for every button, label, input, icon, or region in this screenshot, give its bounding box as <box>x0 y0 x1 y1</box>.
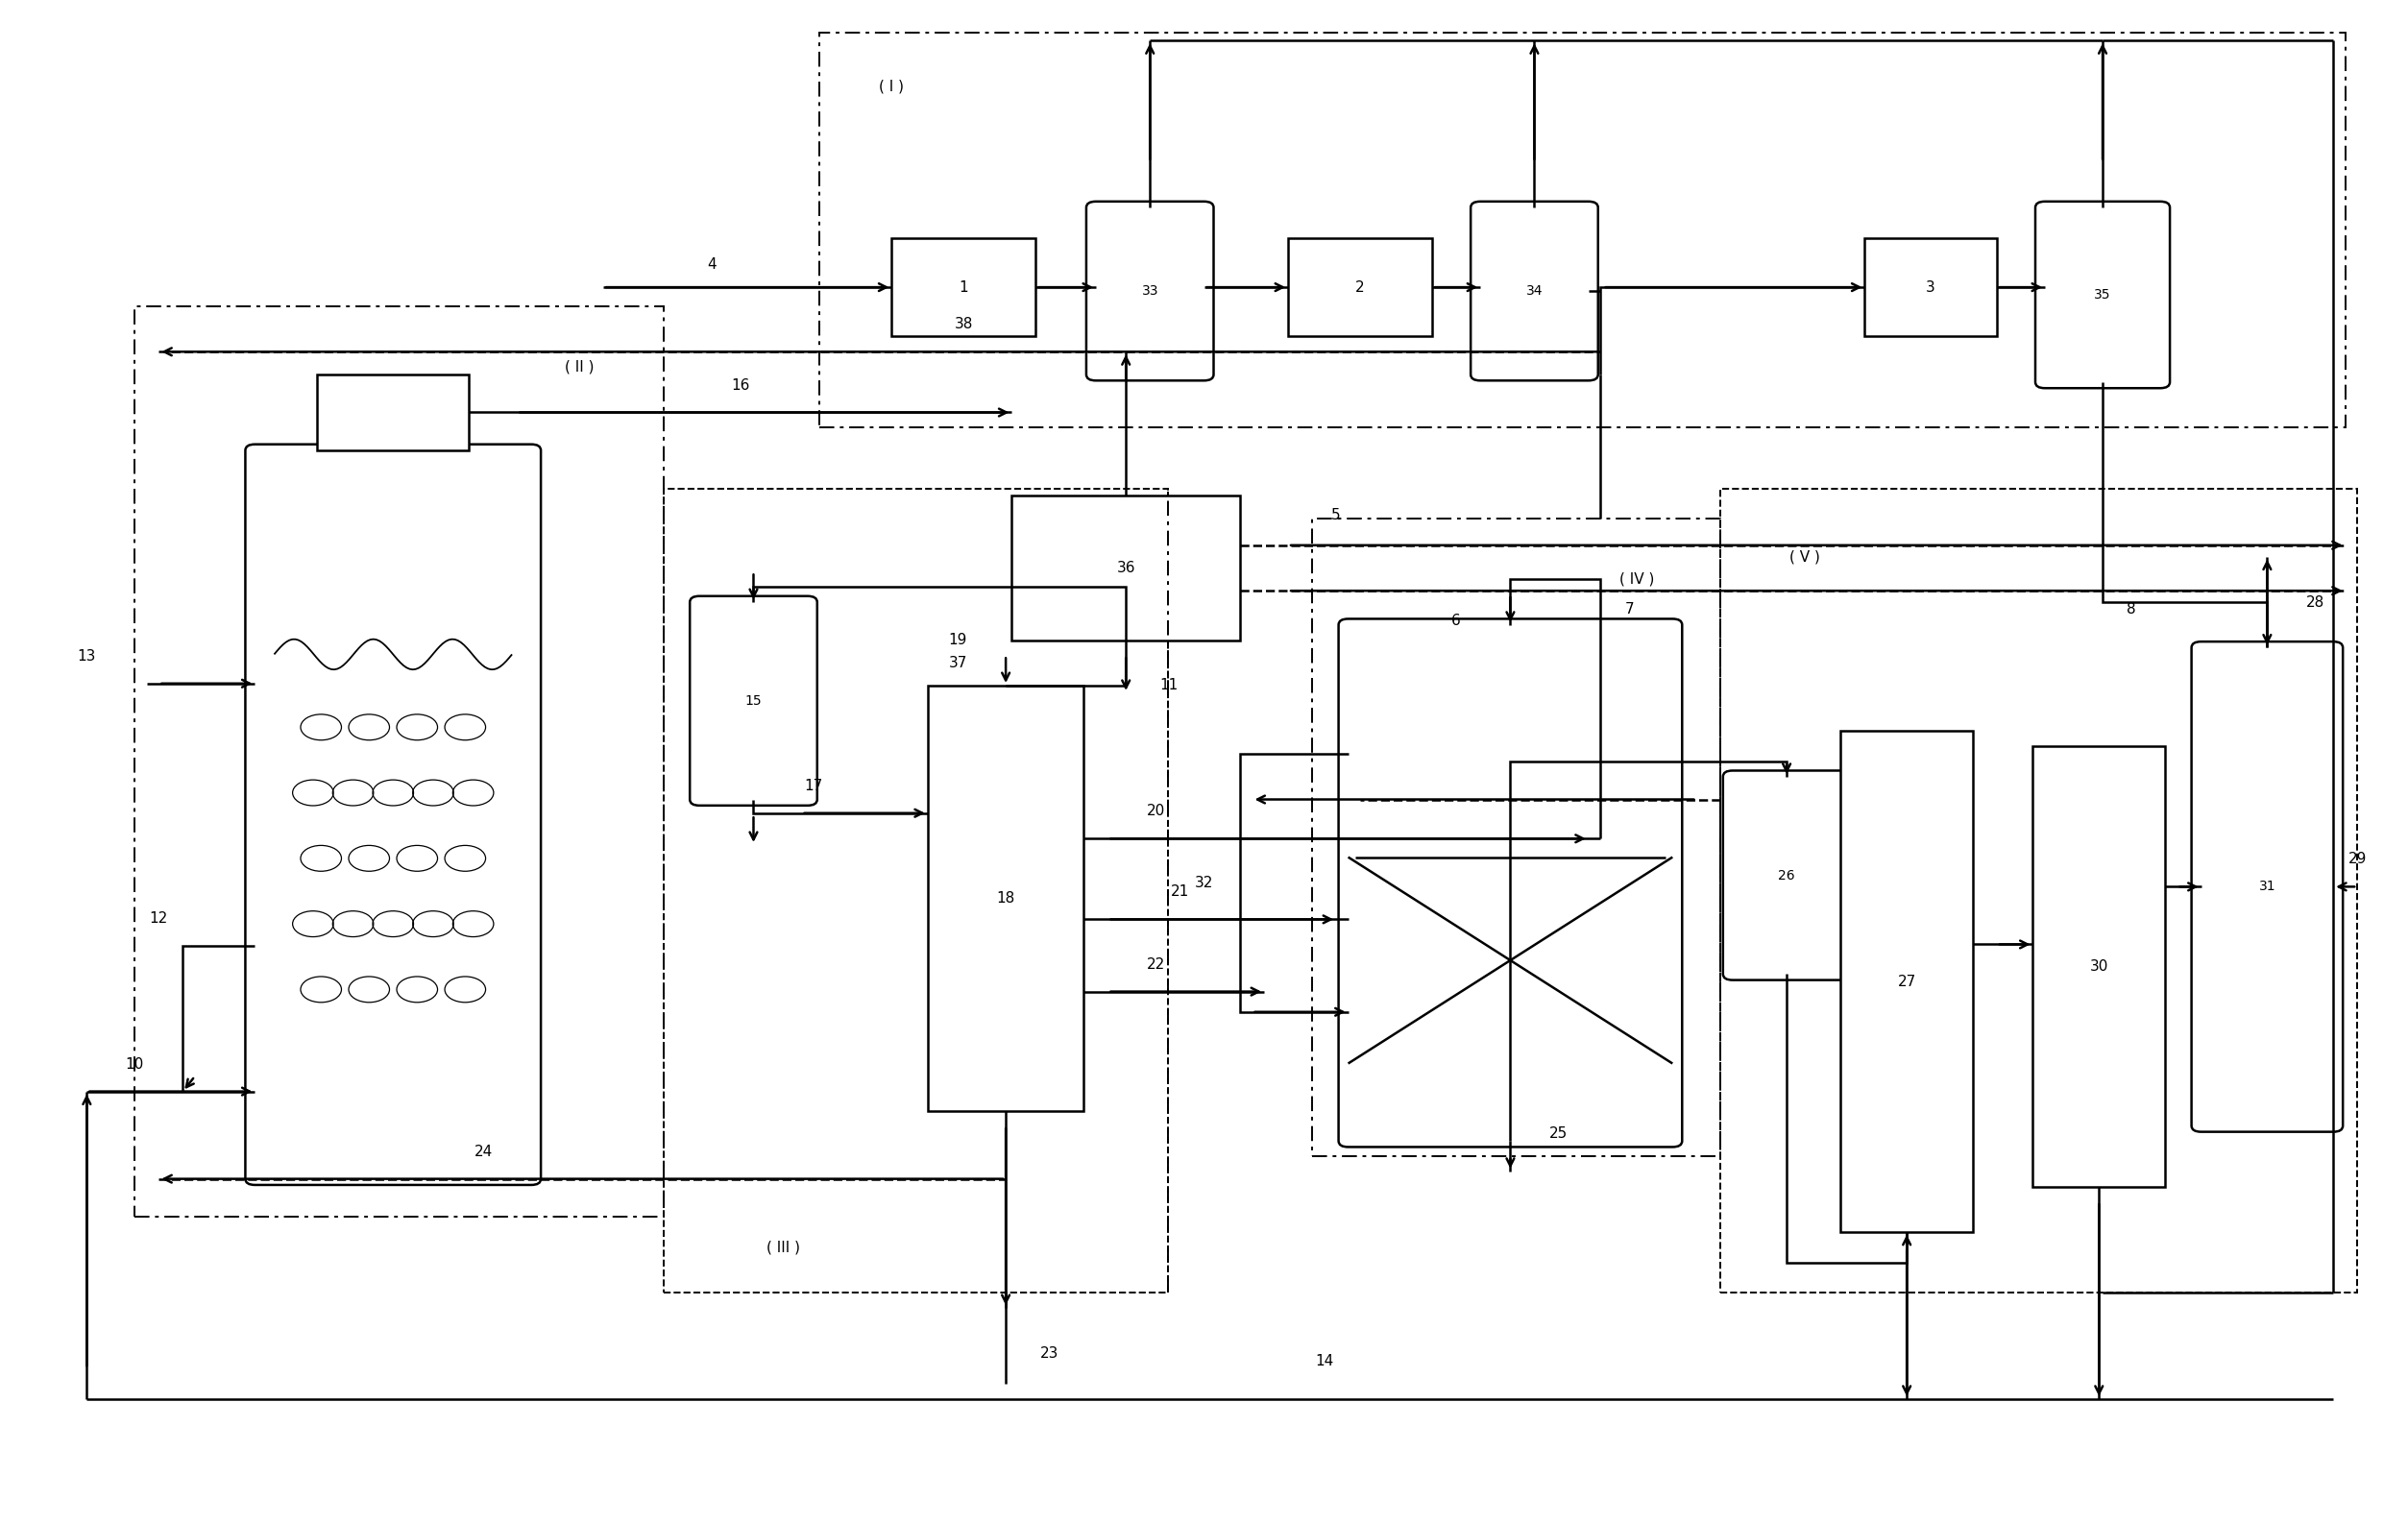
FancyBboxPatch shape <box>2035 201 2170 388</box>
Bar <box>1722 489 2357 1293</box>
Bar <box>2032 746 2165 1186</box>
Text: 23: 23 <box>1040 1346 1060 1360</box>
FancyBboxPatch shape <box>2191 641 2343 1132</box>
FancyBboxPatch shape <box>1471 201 1599 381</box>
FancyBboxPatch shape <box>1339 618 1683 1147</box>
Text: 18: 18 <box>997 891 1016 905</box>
Text: 35: 35 <box>2095 288 2112 302</box>
Bar <box>927 685 1084 1110</box>
Bar <box>1288 238 1433 337</box>
Text: 34: 34 <box>1527 285 1544 297</box>
Text: 24: 24 <box>474 1144 494 1159</box>
Text: 15: 15 <box>744 694 761 708</box>
FancyBboxPatch shape <box>1724 771 1849 979</box>
Text: 29: 29 <box>2348 853 2367 867</box>
Text: 32: 32 <box>1194 876 1214 889</box>
Text: ( II ): ( II ) <box>563 359 595 375</box>
Text: 26: 26 <box>1777 868 1794 882</box>
Text: 30: 30 <box>2090 959 2109 973</box>
Text: 16: 16 <box>732 378 749 393</box>
Text: 5: 5 <box>1332 507 1341 522</box>
Text: 11: 11 <box>1161 678 1178 693</box>
Text: ( V ): ( V ) <box>1789 550 1820 564</box>
Text: 37: 37 <box>949 655 968 670</box>
Text: 31: 31 <box>2259 880 2276 894</box>
Bar <box>819 34 2345 428</box>
Bar <box>1864 238 1996 337</box>
Bar <box>662 489 1168 1293</box>
Text: 6: 6 <box>1452 614 1462 629</box>
FancyBboxPatch shape <box>246 445 542 1185</box>
Text: 10: 10 <box>125 1057 144 1071</box>
Text: ( III ): ( III ) <box>766 1240 799 1255</box>
Text: 7: 7 <box>1625 603 1635 617</box>
Text: 3: 3 <box>1926 280 1936 294</box>
Text: 1: 1 <box>958 280 968 294</box>
Bar <box>1011 496 1240 640</box>
Text: ( I ): ( I ) <box>879 79 903 93</box>
Text: 14: 14 <box>1315 1354 1334 1368</box>
Text: 13: 13 <box>77 649 96 664</box>
Text: 27: 27 <box>1898 975 1917 988</box>
Text: 19: 19 <box>949 634 968 647</box>
Text: 28: 28 <box>2307 595 2324 609</box>
Text: 25: 25 <box>1548 1125 1568 1141</box>
Text: 21: 21 <box>1170 885 1190 899</box>
Bar <box>891 238 1035 337</box>
Text: 8: 8 <box>2126 603 2136 617</box>
Bar <box>1840 731 1972 1232</box>
Text: 38: 38 <box>954 317 973 332</box>
Text: 2: 2 <box>1356 280 1365 294</box>
Text: 33: 33 <box>1141 285 1158 297</box>
FancyBboxPatch shape <box>689 595 816 806</box>
Text: 12: 12 <box>149 911 169 926</box>
Text: 36: 36 <box>1117 560 1134 576</box>
Text: 20: 20 <box>1146 804 1165 818</box>
Bar <box>1312 519 1722 1156</box>
FancyBboxPatch shape <box>1086 201 1214 381</box>
Text: 22: 22 <box>1146 956 1165 972</box>
Bar <box>135 306 662 1217</box>
Bar <box>318 375 470 451</box>
Text: 17: 17 <box>804 778 824 793</box>
Text: 4: 4 <box>708 257 715 271</box>
Text: ( IV ): ( IV ) <box>1618 573 1654 586</box>
